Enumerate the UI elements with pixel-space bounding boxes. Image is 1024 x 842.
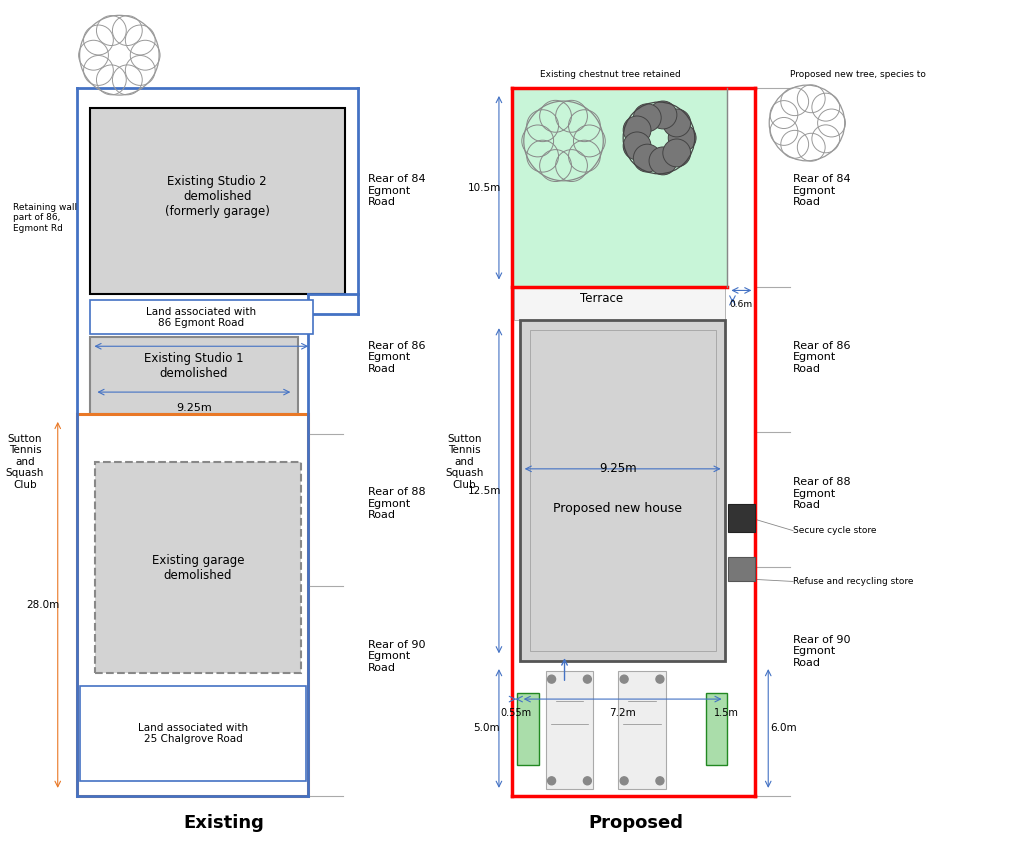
FancyBboxPatch shape (728, 557, 756, 582)
Text: Proposed new house: Proposed new house (553, 502, 682, 515)
Text: Proposed: Proposed (589, 813, 684, 832)
Text: 0.55m: 0.55m (501, 708, 531, 718)
FancyBboxPatch shape (706, 693, 727, 765)
Text: Land associated with
86 Egmont Road: Land associated with 86 Egmont Road (146, 306, 256, 328)
Text: Existing: Existing (183, 813, 264, 832)
Text: 5.0m: 5.0m (473, 723, 500, 733)
Circle shape (656, 777, 664, 785)
FancyBboxPatch shape (512, 88, 727, 287)
Text: Rear of 84
Egmont
Road: Rear of 84 Egmont Road (368, 174, 425, 207)
Text: 9.25m: 9.25m (599, 462, 637, 476)
FancyBboxPatch shape (94, 462, 301, 673)
Text: Rear of 86
Egmont
Road: Rear of 86 Egmont Road (793, 341, 851, 374)
FancyBboxPatch shape (520, 320, 725, 661)
FancyBboxPatch shape (89, 108, 345, 295)
Text: Rear of 88
Egmont
Road: Rear of 88 Egmont Road (368, 488, 425, 520)
Circle shape (584, 777, 591, 785)
FancyBboxPatch shape (517, 693, 539, 765)
Text: Rear of 86
Egmont
Road: Rear of 86 Egmont Road (368, 341, 425, 374)
Circle shape (584, 675, 591, 683)
FancyBboxPatch shape (546, 671, 593, 789)
Circle shape (649, 101, 677, 129)
Text: Secure cycle store: Secure cycle store (793, 526, 877, 536)
Circle shape (649, 147, 677, 175)
FancyBboxPatch shape (728, 504, 756, 531)
FancyBboxPatch shape (514, 287, 725, 320)
Text: 1.5m: 1.5m (714, 708, 739, 718)
Text: 9.25m: 9.25m (176, 403, 212, 413)
Circle shape (548, 675, 556, 683)
Circle shape (663, 139, 690, 167)
Text: Proposed new tree, species to: Proposed new tree, species to (791, 70, 926, 78)
Text: 28.0m: 28.0m (27, 600, 59, 610)
Text: 7.2m: 7.2m (609, 708, 636, 718)
Text: Terrace: Terrace (580, 292, 623, 306)
Text: Land associated with
25 Chalgrove Road: Land associated with 25 Chalgrove Road (138, 722, 248, 744)
Circle shape (669, 124, 696, 152)
FancyBboxPatch shape (89, 301, 313, 334)
Text: Rear of 88
Egmont
Road: Rear of 88 Egmont Road (793, 477, 851, 510)
Text: 12.5m: 12.5m (467, 486, 501, 496)
Circle shape (634, 144, 662, 172)
Circle shape (624, 132, 651, 160)
Circle shape (656, 675, 664, 683)
Circle shape (548, 777, 556, 785)
Text: Existing Studio 2
demolished
(formerly garage): Existing Studio 2 demolished (formerly g… (165, 175, 269, 218)
Text: Rear of 84
Egmont
Road: Rear of 84 Egmont Road (793, 174, 851, 207)
Text: Existing chestnut tree retained: Existing chestnut tree retained (540, 70, 680, 78)
FancyBboxPatch shape (529, 330, 716, 651)
Text: Existing garage
demolished: Existing garage demolished (152, 553, 244, 582)
Text: Existing Studio 1
demolished: Existing Studio 1 demolished (144, 352, 244, 380)
Text: Rear of 90
Egmont
Road: Rear of 90 Egmont Road (793, 635, 851, 668)
Circle shape (634, 104, 662, 131)
Text: Rear of 90
Egmont
Road: Rear of 90 Egmont Road (368, 640, 425, 673)
Text: 6.0m: 6.0m (770, 723, 797, 733)
Text: 10.5m: 10.5m (467, 183, 501, 193)
Circle shape (621, 777, 628, 785)
FancyBboxPatch shape (89, 338, 298, 414)
Circle shape (624, 116, 651, 144)
FancyBboxPatch shape (618, 671, 666, 789)
Circle shape (663, 109, 690, 137)
Text: Retaining wall
part of 86,
Egmont Rd: Retaining wall part of 86, Egmont Rd (13, 203, 77, 232)
Text: Sutton
Tennis
and
Squash
Club: Sutton Tennis and Squash Club (445, 434, 483, 490)
Text: Sutton
Tennis
and
Squash
Club: Sutton Tennis and Squash Club (6, 434, 44, 490)
Circle shape (621, 675, 628, 683)
Text: Refuse and recycling store: Refuse and recycling store (793, 577, 913, 586)
Text: 0.6m: 0.6m (730, 300, 753, 309)
